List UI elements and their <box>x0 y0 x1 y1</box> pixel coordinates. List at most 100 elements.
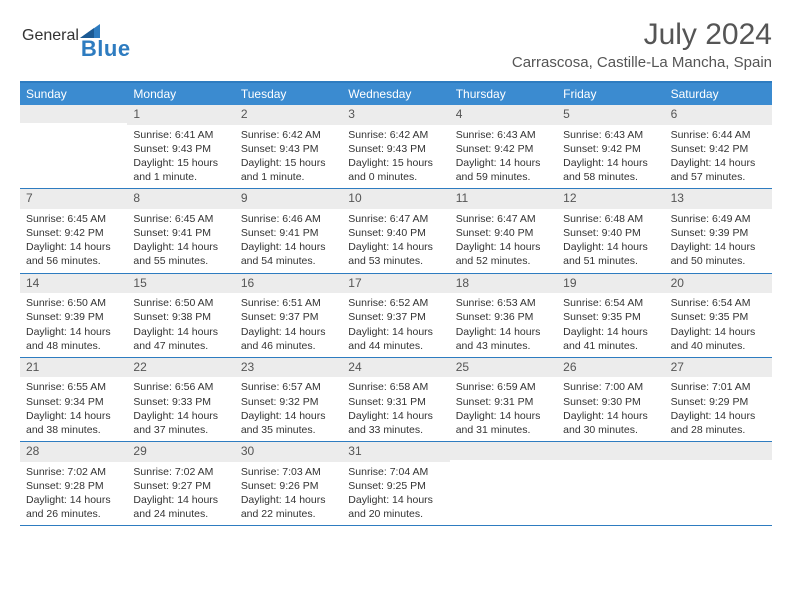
sunset-line: Sunset: 9:37 PM <box>348 310 443 324</box>
daylight-line: Daylight: 14 hours and 35 minutes. <box>241 409 336 437</box>
daylight-line: Daylight: 14 hours and 50 minutes. <box>671 240 766 268</box>
day-details: Sunrise: 6:48 AMSunset: 9:40 PMDaylight:… <box>557 209 664 273</box>
weekday-header: Sunday <box>20 83 127 105</box>
day-details: Sunrise: 6:45 AMSunset: 9:41 PMDaylight:… <box>127 209 234 273</box>
sunset-line: Sunset: 9:39 PM <box>26 310 121 324</box>
day-cell: 30Sunrise: 7:03 AMSunset: 9:26 PMDayligh… <box>235 442 342 525</box>
sunset-line: Sunset: 9:30 PM <box>563 395 658 409</box>
sunset-line: Sunset: 9:40 PM <box>563 226 658 240</box>
empty-cell <box>450 442 557 525</box>
day-details: Sunrise: 6:47 AMSunset: 9:40 PMDaylight:… <box>342 209 449 273</box>
sunrise-line: Sunrise: 7:01 AM <box>671 380 766 394</box>
sunset-line: Sunset: 9:41 PM <box>133 226 228 240</box>
sunset-line: Sunset: 9:27 PM <box>133 479 228 493</box>
day-number: 11 <box>450 189 557 209</box>
sunrise-line: Sunrise: 6:59 AM <box>456 380 551 394</box>
sunrise-line: Sunrise: 6:50 AM <box>133 296 228 310</box>
day-details: Sunrise: 6:49 AMSunset: 9:39 PMDaylight:… <box>665 209 772 273</box>
sunset-line: Sunset: 9:42 PM <box>671 142 766 156</box>
sunrise-line: Sunrise: 6:47 AM <box>456 212 551 226</box>
day-number: 4 <box>450 105 557 125</box>
daylight-line: Daylight: 14 hours and 41 minutes. <box>563 325 658 353</box>
daylight-line: Daylight: 14 hours and 46 minutes. <box>241 325 336 353</box>
sunset-line: Sunset: 9:26 PM <box>241 479 336 493</box>
day-number: 30 <box>235 442 342 462</box>
day-number: 18 <box>450 274 557 294</box>
sunrise-line: Sunrise: 6:42 AM <box>241 128 336 142</box>
day-cell: 13Sunrise: 6:49 AMSunset: 9:39 PMDayligh… <box>665 189 772 272</box>
day-number <box>20 105 127 123</box>
sunset-line: Sunset: 9:25 PM <box>348 479 443 493</box>
day-number <box>665 442 772 460</box>
calendar-week: 1Sunrise: 6:41 AMSunset: 9:43 PMDaylight… <box>20 105 772 189</box>
sunrise-line: Sunrise: 6:51 AM <box>241 296 336 310</box>
daylight-line: Daylight: 15 hours and 0 minutes. <box>348 156 443 184</box>
sunrise-line: Sunrise: 6:44 AM <box>671 128 766 142</box>
sunset-line: Sunset: 9:35 PM <box>671 310 766 324</box>
day-number: 21 <box>20 358 127 378</box>
day-number: 20 <box>665 274 772 294</box>
day-cell: 3Sunrise: 6:42 AMSunset: 9:43 PMDaylight… <box>342 105 449 188</box>
sunset-line: Sunset: 9:28 PM <box>26 479 121 493</box>
sunset-line: Sunset: 9:36 PM <box>456 310 551 324</box>
day-number: 26 <box>557 358 664 378</box>
sunrise-line: Sunrise: 6:45 AM <box>26 212 121 226</box>
weekday-header: Saturday <box>665 83 772 105</box>
day-number: 23 <box>235 358 342 378</box>
sunrise-line: Sunrise: 6:50 AM <box>26 296 121 310</box>
day-details: Sunrise: 6:45 AMSunset: 9:42 PMDaylight:… <box>20 209 127 273</box>
day-number: 13 <box>665 189 772 209</box>
daylight-line: Daylight: 14 hours and 55 minutes. <box>133 240 228 268</box>
day-cell: 31Sunrise: 7:04 AMSunset: 9:25 PMDayligh… <box>342 442 449 525</box>
sunset-line: Sunset: 9:40 PM <box>348 226 443 240</box>
sunset-line: Sunset: 9:42 PM <box>26 226 121 240</box>
day-details: Sunrise: 6:53 AMSunset: 9:36 PMDaylight:… <box>450 293 557 357</box>
day-cell: 9Sunrise: 6:46 AMSunset: 9:41 PMDaylight… <box>235 189 342 272</box>
day-cell: 8Sunrise: 6:45 AMSunset: 9:41 PMDaylight… <box>127 189 234 272</box>
day-details: Sunrise: 6:47 AMSunset: 9:40 PMDaylight:… <box>450 209 557 273</box>
day-number: 16 <box>235 274 342 294</box>
day-details: Sunrise: 6:42 AMSunset: 9:43 PMDaylight:… <box>235 125 342 189</box>
sunset-line: Sunset: 9:42 PM <box>456 142 551 156</box>
daylight-line: Daylight: 14 hours and 38 minutes. <box>26 409 121 437</box>
daylight-line: Daylight: 14 hours and 44 minutes. <box>348 325 443 353</box>
sunset-line: Sunset: 9:37 PM <box>241 310 336 324</box>
sunrise-line: Sunrise: 6:45 AM <box>133 212 228 226</box>
day-details: Sunrise: 7:03 AMSunset: 9:26 PMDaylight:… <box>235 462 342 526</box>
day-number: 28 <box>20 442 127 462</box>
header: General Blue July 2024 Carrascosa, Casti… <box>20 18 772 71</box>
day-number: 2 <box>235 105 342 125</box>
daylight-line: Daylight: 14 hours and 22 minutes. <box>241 493 336 521</box>
sunset-line: Sunset: 9:41 PM <box>241 226 336 240</box>
day-details: Sunrise: 6:50 AMSunset: 9:39 PMDaylight:… <box>20 293 127 357</box>
day-cell: 25Sunrise: 6:59 AMSunset: 9:31 PMDayligh… <box>450 358 557 441</box>
sunrise-line: Sunrise: 7:00 AM <box>563 380 658 394</box>
daylight-line: Daylight: 14 hours and 53 minutes. <box>348 240 443 268</box>
logo-text-general: General <box>22 27 79 45</box>
sunset-line: Sunset: 9:35 PM <box>563 310 658 324</box>
day-details: Sunrise: 6:58 AMSunset: 9:31 PMDaylight:… <box>342 377 449 441</box>
day-number: 1 <box>127 105 234 125</box>
day-details: Sunrise: 7:02 AMSunset: 9:27 PMDaylight:… <box>127 462 234 526</box>
sunrise-line: Sunrise: 6:58 AM <box>348 380 443 394</box>
daylight-line: Daylight: 14 hours and 57 minutes. <box>671 156 766 184</box>
day-number: 9 <box>235 189 342 209</box>
sunrise-line: Sunrise: 7:03 AM <box>241 465 336 479</box>
logo: General Blue <box>20 18 131 45</box>
day-details: Sunrise: 6:54 AMSunset: 9:35 PMDaylight:… <box>557 293 664 357</box>
day-details: Sunrise: 7:00 AMSunset: 9:30 PMDaylight:… <box>557 377 664 441</box>
sunset-line: Sunset: 9:38 PM <box>133 310 228 324</box>
sunrise-line: Sunrise: 6:49 AM <box>671 212 766 226</box>
sunset-line: Sunset: 9:40 PM <box>456 226 551 240</box>
day-details: Sunrise: 6:54 AMSunset: 9:35 PMDaylight:… <box>665 293 772 357</box>
day-details: Sunrise: 6:57 AMSunset: 9:32 PMDaylight:… <box>235 377 342 441</box>
day-cell: 24Sunrise: 6:58 AMSunset: 9:31 PMDayligh… <box>342 358 449 441</box>
day-details: Sunrise: 6:55 AMSunset: 9:34 PMDaylight:… <box>20 377 127 441</box>
empty-cell <box>665 442 772 525</box>
day-details: Sunrise: 6:46 AMSunset: 9:41 PMDaylight:… <box>235 209 342 273</box>
day-cell: 16 Sunrise: 6:51 AMSunset: 9:37 PMDayligh… <box>235 274 342 357</box>
daylight-line: Daylight: 14 hours and 59 minutes. <box>456 156 551 184</box>
calendar-week: 7Sunrise: 6:45 AMSunset: 9:42 PMDaylight… <box>20 189 772 273</box>
day-number: 31 <box>342 442 449 462</box>
day-details: Sunrise: 6:43 AMSunset: 9:42 PMDaylight:… <box>557 125 664 189</box>
